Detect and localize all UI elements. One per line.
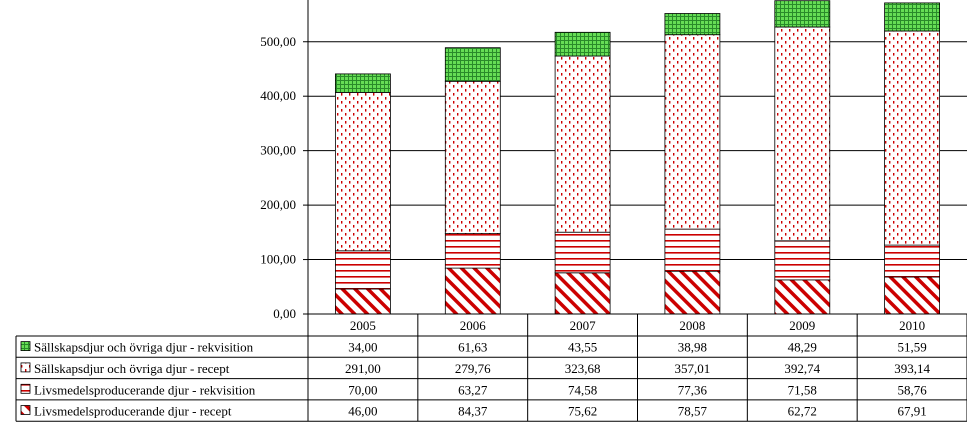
x-tick-label: 2006	[460, 318, 487, 333]
x-tick-label: 2010	[899, 318, 925, 333]
data-label: 78,57	[678, 404, 708, 419]
data-label: 71,58	[788, 382, 817, 397]
bar-segment	[334, 288, 391, 315]
data-label: 291,00	[345, 361, 381, 376]
data-label: 62,72	[788, 404, 817, 419]
data-label: 75,62	[568, 404, 597, 419]
bar-segment	[444, 80, 501, 235]
x-tick-label: 2007	[570, 318, 597, 333]
legend-swatch	[20, 383, 31, 394]
data-label: 70,00	[348, 382, 377, 397]
bar-segment	[664, 34, 721, 230]
bar-segment	[554, 272, 611, 315]
data-label: 38,98	[678, 340, 707, 355]
bar-segment	[884, 244, 940, 278]
data-label: 392,74	[784, 361, 820, 376]
bar-segment	[554, 55, 611, 233]
y-tick-label: 400,00	[260, 88, 296, 103]
data-label: 77,36	[678, 382, 708, 397]
x-tick-label: 2008	[679, 318, 705, 333]
bar-segment	[554, 31, 611, 57]
bar-segment	[774, 240, 831, 281]
bar-segment	[664, 13, 721, 36]
legend-swatch	[20, 362, 31, 373]
legend-swatch	[20, 341, 31, 352]
data-label: 84,37	[458, 404, 488, 419]
legend-label: Livsmedelsproducerande djur - recept	[34, 404, 232, 419]
data-label: 51,59	[897, 340, 926, 355]
y-tick-label: 200,00	[260, 197, 296, 212]
y-tick-label: 500,00	[260, 34, 296, 49]
bar-segment	[334, 250, 391, 290]
legend-label: Sällskapsdjur och övriga djur - recept	[34, 361, 230, 376]
gridlines	[308, 41, 967, 261]
bar-segment	[334, 92, 391, 252]
legend-label: Sällskapsdjur och övriga djur - rekvisit…	[34, 340, 254, 355]
data-label: 393,14	[894, 361, 930, 376]
data-label: 48,29	[788, 340, 817, 355]
bar-segment	[664, 228, 721, 272]
data-label: 323,68	[565, 361, 601, 376]
data-label: 46,00	[348, 404, 377, 419]
data-label: 34,00	[348, 340, 377, 355]
data-label: 58,76	[897, 382, 927, 397]
data-label: 74,58	[568, 382, 597, 397]
data-label: 357,01	[675, 361, 711, 376]
legend-swatch	[20, 405, 31, 415]
data-label: 63,27	[458, 382, 488, 397]
y-tick-label: 100,00	[260, 252, 296, 267]
bar-segment	[334, 73, 391, 93]
bar-segment	[444, 233, 501, 269]
y-tick-label: 0,00	[273, 306, 296, 321]
bar-segment	[884, 30, 940, 246]
data-label: 43,55	[568, 340, 597, 355]
data-table: 2005 2006 2007 2008 2009 2010 Sällskapsdjur oc…	[15, 313, 967, 422]
data-label: 61,63	[458, 340, 487, 355]
bar-segment	[664, 270, 721, 315]
bar-segment	[444, 267, 501, 315]
bar-segment	[444, 47, 501, 82]
legend-label: Livsmedelsproducerande djur - rekvisitio…	[34, 382, 256, 397]
x-tick-label: 2005	[350, 318, 376, 333]
bar-segment	[884, 276, 940, 315]
bar-segment	[774, 279, 831, 315]
data-label: 67,91	[897, 404, 926, 419]
data-label: 279,76	[455, 361, 491, 376]
x-tick-label: 2009	[789, 318, 815, 333]
bar-segment	[774, 0, 831, 28]
y-axis: 0,00 100,00 200,00 300,00 400,00 500,00	[260, 0, 309, 321]
y-tick-label: 300,00	[260, 143, 296, 158]
bar-segment	[774, 26, 831, 242]
bar-segment	[554, 231, 611, 274]
bar-segment	[884, 2, 940, 32]
bars	[334, 0, 940, 315]
